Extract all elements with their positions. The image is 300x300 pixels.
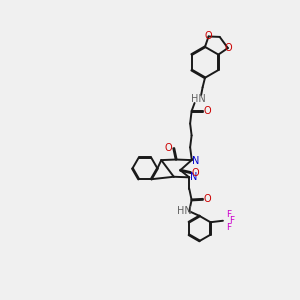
Text: F: F [226,223,231,232]
Text: O: O [204,31,212,41]
Text: O: O [204,194,212,204]
Text: O: O [224,43,232,53]
Text: HN: HN [176,206,191,216]
Text: N: N [192,156,200,166]
Text: HN: HN [191,94,206,103]
Text: F: F [229,216,234,225]
Text: N: N [190,172,197,182]
Text: F: F [226,210,231,219]
Text: O: O [192,168,199,178]
Text: O: O [165,142,172,153]
Text: O: O [204,106,212,116]
